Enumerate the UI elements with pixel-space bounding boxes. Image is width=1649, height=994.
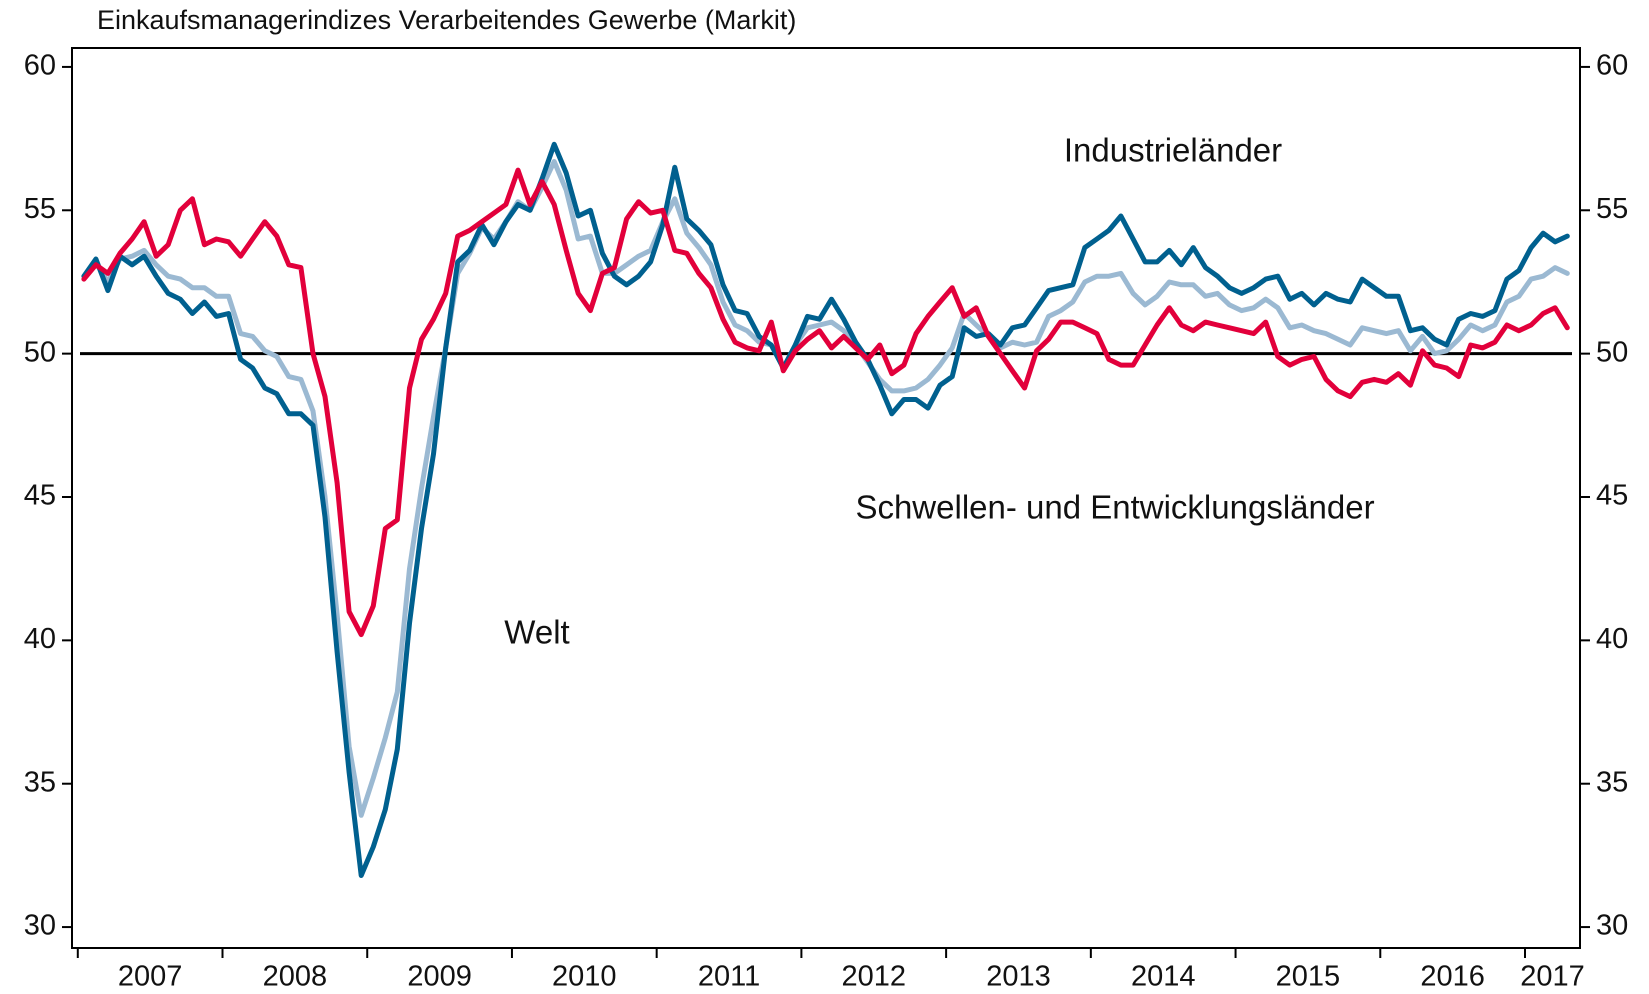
x-tick-label: 2009	[407, 961, 472, 993]
y2-tick-label: 30	[1596, 910, 1628, 942]
annotation: Welt	[504, 614, 569, 651]
x-tick-label: 2012	[842, 961, 907, 993]
y2-tick-label: 55	[1596, 193, 1628, 225]
plot-frame	[71, 47, 1581, 949]
annotation: Industrieländer	[1064, 132, 1282, 169]
y2-tick-label: 35	[1596, 766, 1628, 798]
y-tick-label: 50	[24, 336, 56, 368]
y-tick-label: 60	[24, 50, 56, 82]
y-tick-label: 30	[24, 910, 56, 942]
x-tick-label: 2010	[552, 961, 617, 993]
y-tick-label: 55	[24, 193, 56, 225]
y-tick-label: 35	[24, 766, 56, 798]
x-tick-label: 2011	[698, 961, 760, 993]
series-line	[81, 141, 1570, 878]
x-tick-label: 2014	[1131, 961, 1196, 993]
x-tick-label: 2016	[1420, 961, 1485, 993]
y2-tick-label: 50	[1596, 336, 1628, 368]
y-tick-label: 45	[24, 480, 56, 512]
series-line	[81, 159, 1570, 818]
y2-tick-label: 40	[1596, 623, 1628, 655]
y2-tick-label: 45	[1596, 480, 1628, 512]
x-tick-label: 2015	[1276, 961, 1341, 993]
y-tick-label: 40	[24, 623, 56, 655]
chart-title: Einkaufsmanagerindizes Verarbeitendes Ge…	[97, 5, 796, 35]
x-tick-label: 2017	[1520, 961, 1585, 993]
annotation: Schwellen- und Entwicklungsländer	[855, 489, 1374, 526]
x-tick-label: 2008	[263, 961, 328, 993]
x-tick-label: 2013	[986, 961, 1051, 993]
series-line	[81, 167, 1570, 638]
y2-tick-label: 60	[1596, 50, 1628, 82]
x-tick-label: 2007	[118, 961, 183, 993]
